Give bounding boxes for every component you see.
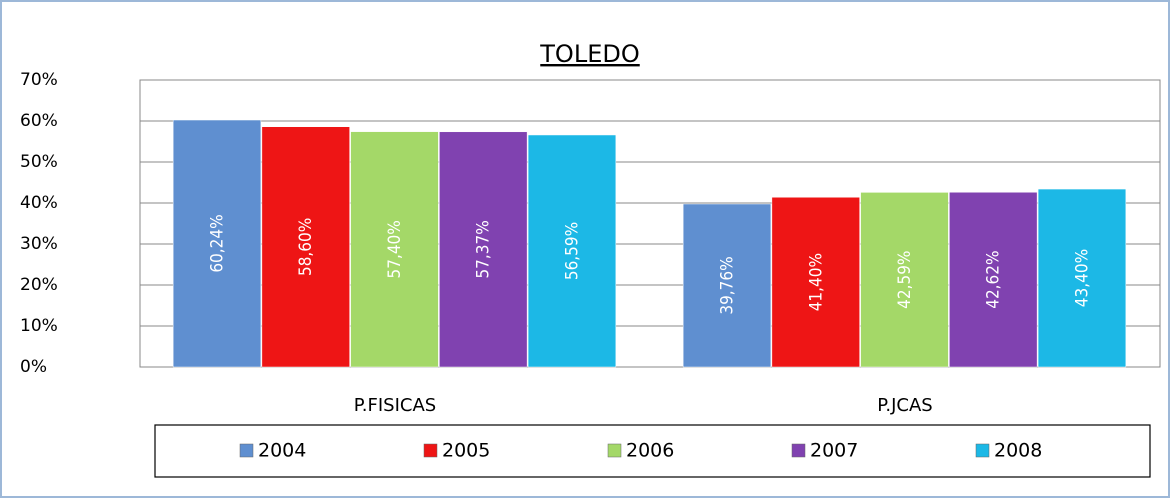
- y-tick-label: 60%: [20, 111, 58, 131]
- legend-label: 2004: [258, 440, 306, 462]
- legend-swatch: [975, 443, 990, 458]
- legend-box: [154, 424, 1151, 478]
- legend-swatch: [791, 443, 806, 458]
- y-tick-label: 10%: [20, 316, 58, 336]
- bar: [350, 131, 439, 368]
- data-label: 42,59%: [895, 251, 915, 309]
- data-label: 41,40%: [806, 253, 826, 311]
- y-tick-label: 20%: [20, 275, 58, 295]
- bar: [1037, 188, 1127, 368]
- bar: [439, 131, 528, 368]
- legend-swatch: [607, 443, 622, 458]
- legend-swatch: [239, 443, 254, 458]
- x-tick-label: P.FISICAS: [354, 395, 436, 416]
- legend-label: 2008: [994, 440, 1042, 462]
- data-label: 39,76%: [718, 256, 738, 314]
- legend-swatch: [423, 443, 438, 458]
- data-label: 42,62%: [984, 250, 1004, 308]
- bar: [261, 126, 350, 368]
- y-tick-label: 0%: [20, 357, 47, 377]
- legend-label: 2005: [442, 440, 490, 462]
- bar: [527, 134, 617, 368]
- data-label: 57,37%: [474, 220, 494, 278]
- y-tick-label: 70%: [20, 70, 58, 90]
- bar: [771, 197, 860, 368]
- x-tick-label: P.JCAS: [877, 395, 932, 416]
- bar: [949, 192, 1038, 368]
- y-tick-label: 50%: [20, 152, 58, 172]
- data-label: 43,40%: [1072, 249, 1092, 307]
- data-label: 58,60%: [296, 218, 316, 276]
- y-tick-label: 40%: [20, 193, 58, 213]
- bar: [682, 203, 772, 368]
- legend-label: 2007: [810, 440, 858, 462]
- bar: [172, 119, 262, 368]
- y-tick-label: 30%: [20, 234, 58, 254]
- data-label: 60,24%: [208, 214, 228, 272]
- legend-label: 2006: [626, 440, 674, 462]
- bar: [860, 192, 949, 368]
- data-label: 56,59%: [562, 222, 582, 280]
- data-label: 57,40%: [385, 220, 405, 278]
- chart-title: TOLEDO: [539, 40, 639, 68]
